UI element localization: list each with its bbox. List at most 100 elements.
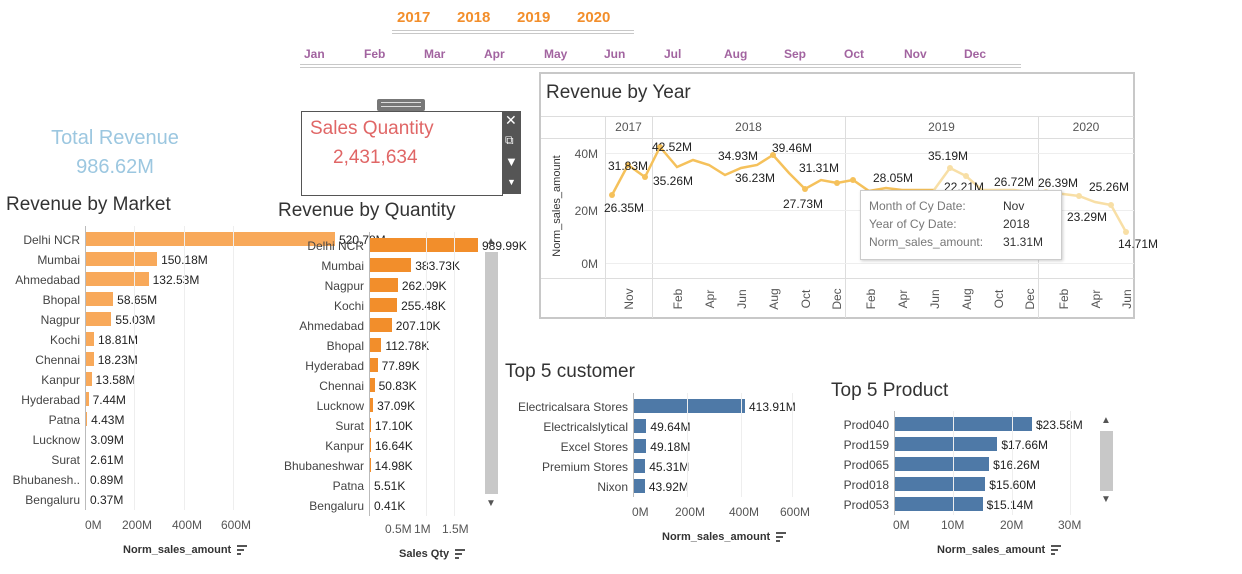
month-filter-sep[interactable]: Sep [784,47,807,61]
sort-icon[interactable] [1051,543,1062,557]
bar[interactable] [369,318,392,332]
x-tick-label: Apr [703,289,717,309]
bar[interactable] [894,497,983,511]
bar[interactable] [85,332,95,346]
bar[interactable] [633,399,745,413]
axis-tick-label: 600M [221,518,252,532]
bar-category-label: Nagpur [324,279,364,293]
bar-category-label: Nixon [597,480,628,494]
month-filter-jan[interactable]: Jan [304,47,325,61]
bar-category-label: Chennai [35,353,80,367]
drag-handle[interactable] [377,99,425,111]
bar[interactable] [85,272,149,286]
month-filter-aug[interactable]: Aug [724,47,748,61]
filter-icon[interactable]: ▼ [505,154,518,169]
month-filter-jun[interactable]: Jun [604,47,626,61]
product-scroll-down-icon[interactable]: ▼ [1101,494,1111,505]
month-filter-nov[interactable]: Nov [904,47,927,61]
bar-value-label: 43.92M [648,480,689,494]
sales-quantity-card[interactable]: Sales Quantity 2,431,634 [301,111,503,196]
bar-category-label: Kanpur [41,373,80,387]
scroll-up-icon[interactable]: ▲ [486,236,496,247]
month-filter-apr[interactable]: Apr [484,47,505,61]
tooltip-value-month: Nov [1003,199,1025,213]
month-filter-mar[interactable]: Mar [424,47,446,61]
tooltip-key-amount: Norm_sales_amount: [869,235,984,249]
month-filter-feb[interactable]: Feb [364,47,386,61]
axis-tick-label: 400M [729,505,760,519]
year-header-band-bottom [541,138,1134,139]
axis-title: Norm_sales_amount [662,530,787,544]
sort-icon[interactable] [237,543,248,557]
product-scroll-thumb[interactable] [1100,431,1113,491]
x-tick-label: Apr [896,289,910,309]
bar[interactable] [369,298,398,312]
sort-icon[interactable] [776,530,787,544]
axis-tick-label: 1M [414,522,431,536]
scroll-thumb[interactable] [485,252,498,494]
month-filter-dec[interactable]: Dec [964,47,987,61]
bar[interactable] [369,398,374,412]
product-scrollbar[interactable]: ▲ ▼ [1099,415,1113,510]
year-filter-2020[interactable]: 2020 [577,9,611,26]
bar[interactable] [85,292,114,306]
bar[interactable] [369,258,412,272]
bar-value-label: 132.53M [152,273,200,287]
point-value-label: 36.23M [735,171,776,185]
bar[interactable] [85,352,94,366]
bar[interactable] [85,372,92,386]
x-tick-label: Dec [830,288,844,310]
more-options-icon[interactable]: ▼ [507,177,516,187]
axis-title: Norm_sales_amount [123,543,248,557]
bar-category-label: Prod040 [843,418,889,432]
gridline [426,232,427,516]
bar[interactable] [369,358,378,372]
bar[interactable] [894,477,986,491]
year-filter-2019[interactable]: 2019 [517,9,551,26]
bar[interactable] [85,392,89,406]
point-value-label: 31.31M [799,161,840,175]
bar[interactable] [894,437,998,451]
open-external-icon[interactable]: ⧉ [505,133,514,147]
month-filter-oct[interactable]: Oct [844,47,865,61]
bar[interactable] [894,457,990,471]
month-filter-may[interactable]: May [544,47,568,61]
bar[interactable] [894,417,1032,431]
bar-value-label: 0.89M [90,473,124,487]
bar[interactable] [633,459,646,473]
bar[interactable] [85,232,335,246]
scroll-down-icon[interactable]: ▼ [486,498,496,509]
year-divider [652,116,653,318]
bar-value-label: 18.81M [98,333,139,347]
bar-value-label: 0.37M [90,493,124,507]
year-filter-2018[interactable]: 2018 [457,9,491,26]
product-scroll-up-icon[interactable]: ▲ [1101,415,1111,426]
bar-value-label: 2.61M [90,453,124,467]
bar[interactable] [85,412,88,426]
bar[interactable] [633,439,647,453]
y-axis-line [605,116,606,318]
bar-category-label: Surat [51,453,80,467]
bar[interactable] [369,278,398,292]
sort-icon[interactable] [455,547,466,561]
month-filter-jul[interactable]: Jul [664,47,682,61]
bar[interactable] [85,252,158,266]
bar[interactable] [369,338,382,352]
point-value-label: 31.83M [608,159,649,173]
tooltip-value-year: 2018 [1003,217,1030,231]
close-icon[interactable]: ✕ [505,112,517,128]
month-filter-divider [300,64,1021,65]
bar-value-label: 49.64M [650,420,691,434]
bar-category-label: Ahmedabad [299,319,364,333]
year-filter-2017[interactable]: 2017 [397,9,431,26]
bar-value-label: 77.89K [381,359,420,373]
axis-tick-label: 200M [122,518,153,532]
point-value-label: 26.35M [604,201,645,215]
bar[interactable] [369,378,375,392]
bar[interactable] [369,238,478,252]
year-header-label: 2019 [928,120,955,134]
bar[interactable] [633,419,647,433]
bar[interactable] [85,312,112,326]
bar[interactable] [633,479,645,493]
quantity-scrollbar[interactable]: ▲ ▼ [484,236,498,513]
